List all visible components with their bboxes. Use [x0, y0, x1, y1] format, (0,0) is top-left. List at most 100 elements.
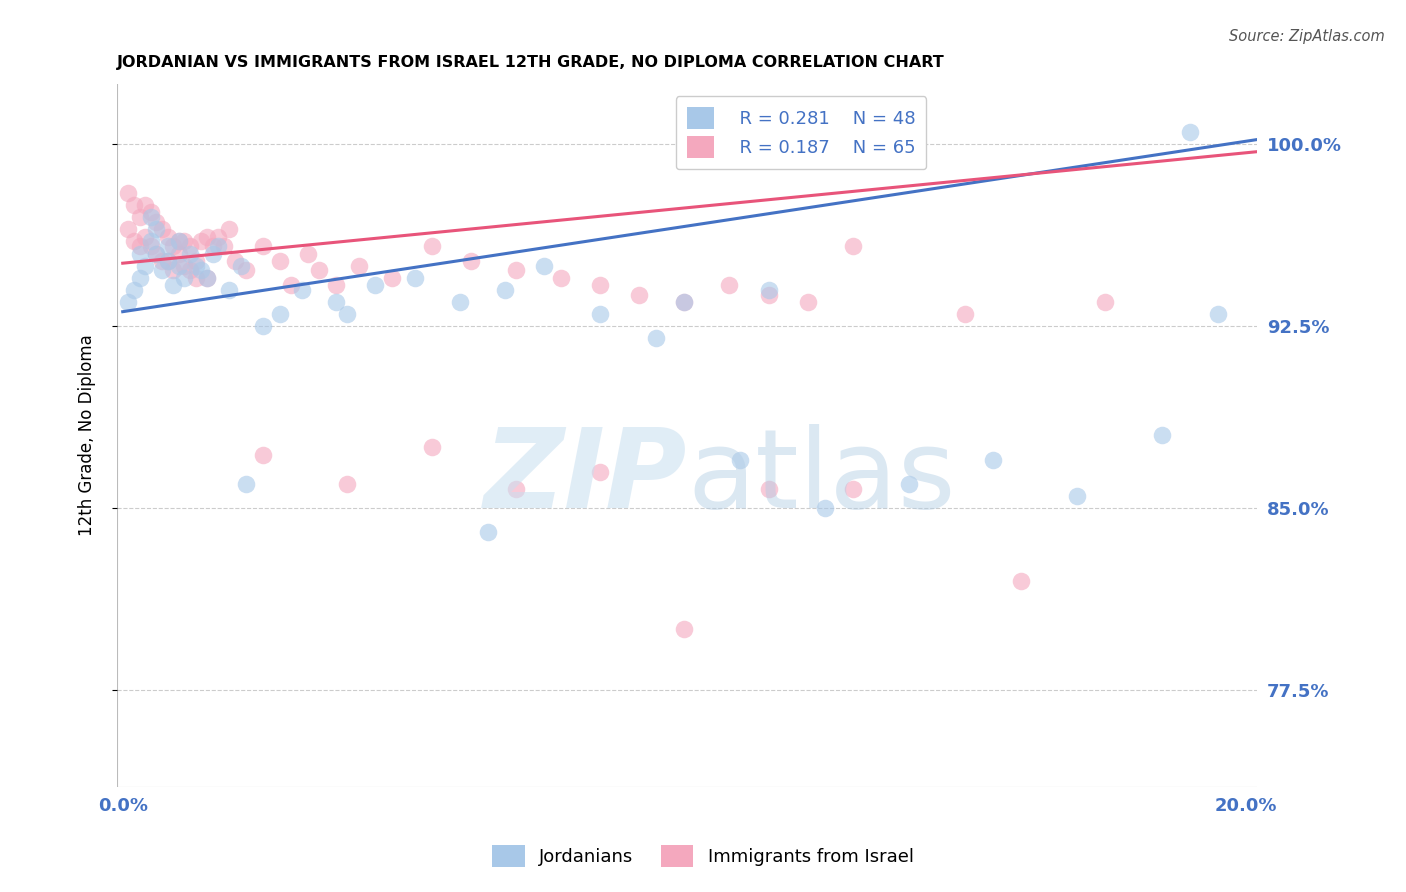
- Point: [1206, 307, 1229, 321]
- Point: [589, 307, 612, 321]
- Point: [201, 246, 224, 260]
- Point: [269, 307, 291, 321]
- Point: [325, 278, 347, 293]
- Point: [128, 239, 150, 253]
- Point: [842, 482, 865, 496]
- Point: [645, 331, 668, 345]
- Point: [420, 441, 443, 455]
- Point: [364, 278, 387, 293]
- Point: [128, 246, 150, 260]
- Point: [224, 253, 246, 268]
- Text: atlas: atlas: [688, 424, 956, 531]
- Point: [1150, 428, 1173, 442]
- Point: [195, 270, 218, 285]
- Point: [184, 253, 207, 268]
- Point: [814, 501, 837, 516]
- Point: [235, 263, 257, 277]
- Point: [122, 283, 145, 297]
- Point: [981, 452, 1004, 467]
- Point: [179, 246, 201, 260]
- Point: [201, 239, 224, 253]
- Point: [122, 235, 145, 249]
- Point: [162, 239, 184, 253]
- Point: [190, 235, 212, 249]
- Point: [179, 263, 201, 277]
- Point: [134, 259, 156, 273]
- Point: [533, 259, 555, 273]
- Point: [325, 295, 347, 310]
- Point: [718, 278, 741, 293]
- Point: [117, 186, 139, 200]
- Point: [505, 482, 527, 496]
- Point: [207, 229, 229, 244]
- Point: [134, 198, 156, 212]
- Point: [628, 287, 651, 301]
- Point: [229, 259, 252, 273]
- Point: [167, 235, 190, 249]
- Point: [218, 222, 240, 236]
- Point: [291, 283, 314, 297]
- Point: [195, 229, 218, 244]
- Text: JORDANIAN VS IMMIGRANTS FROM ISRAEL 12TH GRADE, NO DIPLOMA CORRELATION CHART: JORDANIAN VS IMMIGRANTS FROM ISRAEL 12TH…: [117, 55, 945, 70]
- Point: [195, 270, 218, 285]
- Point: [173, 259, 195, 273]
- Point: [1066, 489, 1088, 503]
- Point: [252, 319, 274, 334]
- Point: [336, 307, 359, 321]
- Point: [235, 476, 257, 491]
- Point: [673, 295, 696, 310]
- Point: [797, 295, 820, 310]
- Point: [184, 259, 207, 273]
- Point: [842, 239, 865, 253]
- Point: [162, 263, 184, 277]
- Point: [139, 205, 162, 219]
- Point: [758, 482, 780, 496]
- Point: [139, 210, 162, 224]
- Point: [297, 246, 319, 260]
- Point: [280, 278, 302, 293]
- Point: [150, 222, 173, 236]
- Point: [167, 235, 190, 249]
- Point: [145, 222, 167, 236]
- Point: [134, 229, 156, 244]
- Point: [1178, 125, 1201, 139]
- Point: [156, 253, 179, 268]
- Point: [162, 278, 184, 293]
- Point: [128, 210, 150, 224]
- Point: [673, 295, 696, 310]
- Point: [184, 270, 207, 285]
- Point: [550, 270, 572, 285]
- Text: Source: ZipAtlas.com: Source: ZipAtlas.com: [1229, 29, 1385, 44]
- Point: [190, 263, 212, 277]
- Point: [897, 476, 920, 491]
- Point: [589, 278, 612, 293]
- Point: [122, 198, 145, 212]
- Point: [212, 239, 235, 253]
- Point: [1010, 574, 1032, 588]
- Point: [156, 239, 179, 253]
- Point: [156, 229, 179, 244]
- Point: [505, 263, 527, 277]
- Point: [218, 283, 240, 297]
- Point: [673, 622, 696, 636]
- Point: [139, 239, 162, 253]
- Point: [139, 235, 162, 249]
- Point: [145, 246, 167, 260]
- Point: [252, 448, 274, 462]
- Point: [758, 287, 780, 301]
- Point: [117, 295, 139, 310]
- Point: [460, 253, 482, 268]
- Point: [758, 283, 780, 297]
- Point: [252, 239, 274, 253]
- Point: [308, 263, 330, 277]
- Point: [179, 239, 201, 253]
- Point: [404, 270, 426, 285]
- Point: [477, 525, 499, 540]
- Point: [173, 270, 195, 285]
- Y-axis label: 12th Grade, No Diploma: 12th Grade, No Diploma: [79, 334, 96, 536]
- Point: [207, 239, 229, 253]
- Point: [336, 476, 359, 491]
- Point: [128, 270, 150, 285]
- Point: [347, 259, 370, 273]
- Point: [1094, 295, 1116, 310]
